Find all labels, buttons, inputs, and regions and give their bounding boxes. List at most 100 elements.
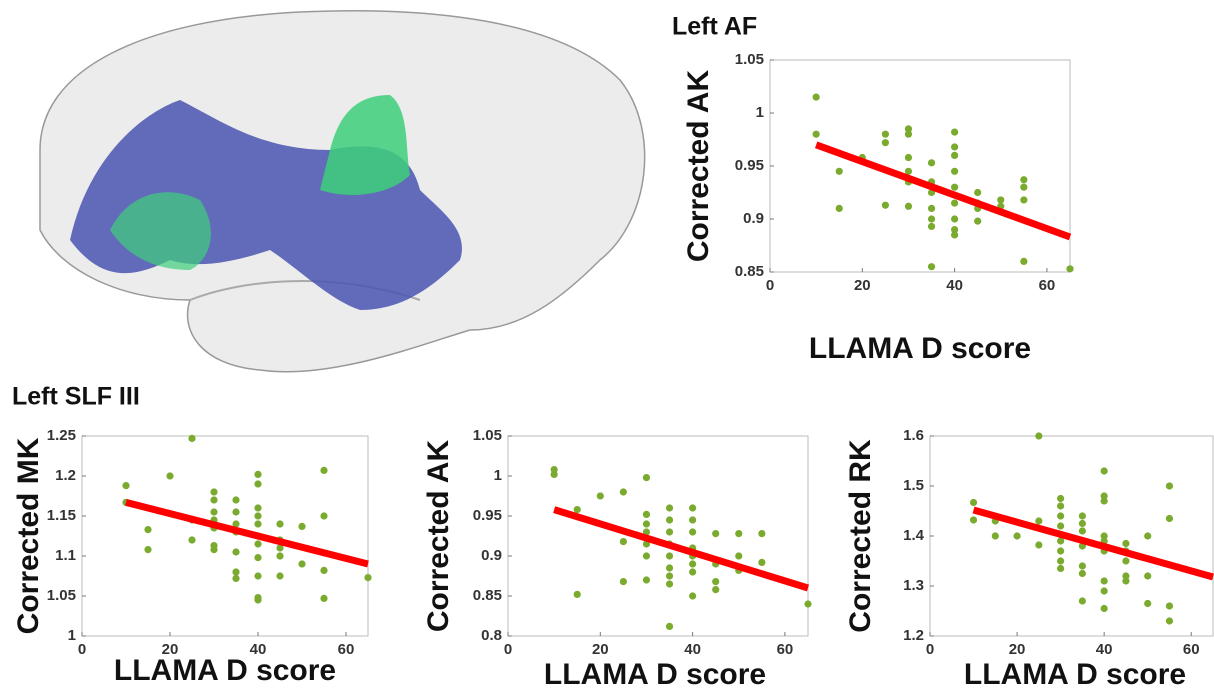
point [951, 231, 958, 238]
x-tick-label: 60 [777, 641, 794, 658]
y-axis-label: Corrected AK [682, 70, 715, 263]
point [882, 202, 889, 209]
point [276, 552, 283, 559]
x-tick-label: 0 [766, 277, 774, 294]
point [320, 467, 327, 474]
point [254, 572, 261, 579]
point [1020, 184, 1027, 191]
point [1079, 562, 1086, 569]
point [320, 567, 327, 574]
point [666, 623, 673, 630]
y-tick-label: 1.2 [903, 627, 924, 644]
point [804, 600, 811, 607]
point [928, 223, 935, 230]
point [951, 184, 958, 191]
point [1144, 600, 1151, 607]
point [882, 131, 889, 138]
point [1057, 557, 1064, 564]
point [254, 504, 261, 511]
point [928, 205, 935, 212]
point [551, 471, 558, 478]
point [905, 154, 912, 161]
point [1122, 577, 1129, 584]
point [188, 435, 195, 442]
point [951, 168, 958, 175]
point [1057, 565, 1064, 572]
point [997, 196, 1004, 203]
point [276, 572, 283, 579]
point [1020, 258, 1027, 265]
point [620, 578, 627, 585]
point [188, 536, 195, 543]
point [232, 575, 239, 582]
point [1013, 532, 1020, 539]
y-tick-label: 0.85 [735, 263, 764, 280]
point [254, 540, 261, 547]
point [1066, 265, 1073, 272]
point [122, 482, 129, 489]
point [276, 520, 283, 527]
point [210, 508, 217, 515]
point [813, 94, 820, 101]
point [689, 528, 696, 535]
chart-title: Left AF [672, 13, 757, 41]
point [1101, 497, 1108, 504]
point [905, 131, 912, 138]
x-tick-label: 0 [78, 641, 86, 658]
x-axis-label: LLAMA D score [114, 654, 336, 687]
point [1057, 512, 1064, 519]
point [735, 530, 742, 537]
x-tick-label: 60 [1039, 277, 1056, 294]
point [1035, 432, 1042, 439]
point [758, 559, 765, 566]
point [1166, 602, 1173, 609]
y-tick-label: 0.95 [473, 507, 502, 524]
point [232, 508, 239, 515]
point [974, 218, 981, 225]
point [712, 530, 719, 537]
point [666, 504, 673, 511]
point [1122, 557, 1129, 564]
point [364, 574, 371, 581]
x-axis-label: LLAMA D score [809, 332, 1031, 365]
point [320, 512, 327, 519]
point [1079, 512, 1086, 519]
y-tick-label: 0.95 [735, 157, 764, 174]
y-tick-label: 0.8 [481, 627, 502, 644]
point [210, 488, 217, 495]
x-axis-label: LLAMA D score [964, 658, 1186, 691]
x-tick-label: 40 [946, 277, 963, 294]
point [951, 143, 958, 150]
point [712, 578, 719, 585]
point [689, 516, 696, 523]
point [735, 552, 742, 559]
point [643, 520, 650, 527]
y-tick-label: 1.25 [47, 427, 76, 444]
point [689, 568, 696, 575]
point [1166, 482, 1173, 489]
y-tick-label: 0.9 [481, 547, 502, 564]
y-tick-label: 1.15 [47, 507, 76, 524]
point [689, 560, 696, 567]
x-tick-label: 20 [854, 277, 871, 294]
x-axis-label: LLAMA D score [544, 658, 766, 691]
point [970, 516, 977, 523]
point [1122, 540, 1129, 547]
y-axis-label: Corrected AK [422, 440, 455, 633]
point [574, 506, 581, 513]
point [1101, 577, 1108, 584]
x-tick-label: 40 [684, 641, 701, 658]
plot-frame [82, 436, 368, 636]
y-tick-label: 1.5 [903, 477, 924, 494]
y-tick-label: 0.9 [743, 210, 764, 227]
point [928, 159, 935, 166]
point [1057, 547, 1064, 554]
point [689, 592, 696, 599]
point [643, 511, 650, 518]
point [992, 532, 999, 539]
point [597, 492, 604, 499]
chart-title: Left SLF III [12, 383, 140, 411]
point [166, 472, 173, 479]
point [620, 488, 627, 495]
